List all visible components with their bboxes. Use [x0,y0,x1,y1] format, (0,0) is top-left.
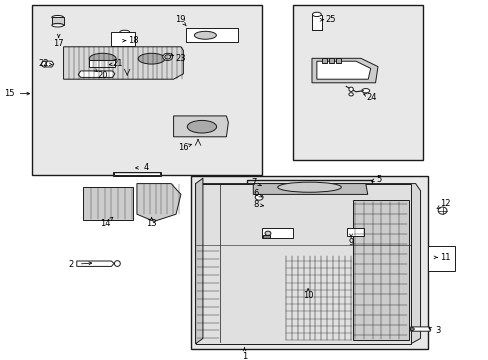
Bar [336,58,341,63]
Polygon shape [311,58,377,83]
Ellipse shape [120,30,129,34]
Bar [352,200,408,340]
Ellipse shape [255,194,263,200]
Ellipse shape [164,55,170,59]
Polygon shape [316,61,370,79]
Text: 6: 6 [253,189,258,198]
Text: 14: 14 [100,219,110,228]
Text: 17: 17 [53,39,64,48]
Bar [114,172,160,175]
Ellipse shape [409,328,413,330]
Polygon shape [195,184,410,344]
Ellipse shape [312,12,321,17]
Bar [111,32,135,46]
Text: 10: 10 [302,291,313,300]
Text: 23: 23 [175,54,186,63]
Bar [190,176,427,349]
Bar [346,228,364,236]
Ellipse shape [264,231,270,235]
Text: 8: 8 [253,200,258,209]
Text: 24: 24 [366,93,376,102]
Ellipse shape [120,37,129,40]
Ellipse shape [138,53,164,64]
Ellipse shape [89,53,116,64]
Bar [311,15,321,30]
Text: 15: 15 [4,89,15,98]
Ellipse shape [163,53,172,60]
Text: 16: 16 [178,143,188,152]
Text: 12: 12 [439,199,449,208]
Polygon shape [77,261,114,266]
Bar [321,58,326,63]
Bar [293,5,422,160]
Polygon shape [185,28,238,42]
Text: 9: 9 [348,238,353,247]
Polygon shape [173,116,228,137]
Text: 3: 3 [434,326,439,335]
Text: 21: 21 [112,59,122,68]
Text: 18: 18 [128,36,139,45]
Text: 5: 5 [376,175,381,184]
Ellipse shape [187,120,216,133]
Polygon shape [83,187,133,220]
Text: 1: 1 [242,352,246,360]
Polygon shape [137,184,181,221]
Text: 11: 11 [439,253,449,262]
Polygon shape [63,47,183,79]
Bar [261,228,293,238]
Ellipse shape [52,23,63,27]
Bar [427,246,454,271]
Text: 7: 7 [251,178,256,187]
Text: 13: 13 [146,219,157,228]
Ellipse shape [277,182,341,192]
Ellipse shape [41,61,46,67]
Text: 19: 19 [174,15,185,24]
Bar [328,58,333,63]
Bar [52,17,63,25]
Ellipse shape [194,31,216,39]
Polygon shape [195,178,203,344]
Text: 2: 2 [68,260,73,269]
Ellipse shape [348,87,352,91]
Polygon shape [44,61,54,67]
Text: 25: 25 [325,15,336,24]
Ellipse shape [348,93,352,96]
Polygon shape [253,184,367,194]
Text: 20: 20 [97,71,108,80]
Ellipse shape [437,207,446,214]
Ellipse shape [52,15,63,19]
Bar [89,60,115,67]
Ellipse shape [114,261,120,266]
Polygon shape [195,184,420,344]
Bar [263,235,270,238]
Text: 4: 4 [144,163,149,172]
Polygon shape [113,172,161,176]
Ellipse shape [361,89,369,93]
Polygon shape [410,327,429,331]
Bar [120,32,129,39]
Polygon shape [78,71,115,77]
Bar [32,5,261,175]
Text: 22: 22 [39,59,49,68]
Bar [246,180,371,241]
